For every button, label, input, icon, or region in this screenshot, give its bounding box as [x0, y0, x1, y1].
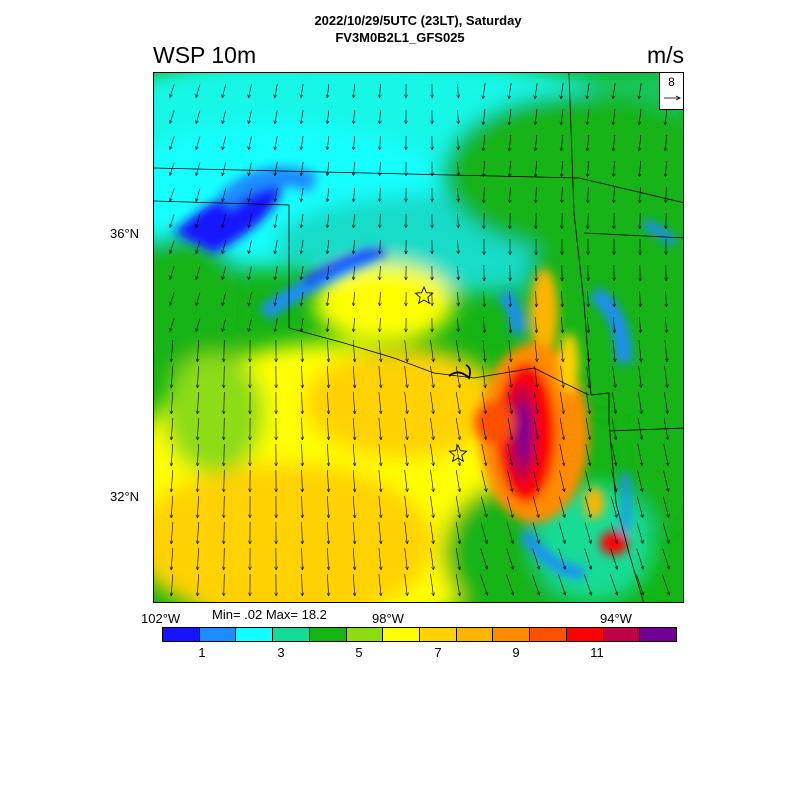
wind-speed-map: [153, 72, 684, 603]
star-outline-icon: [448, 443, 468, 463]
state-borders: [154, 73, 683, 602]
colorbar-segment: [383, 628, 421, 641]
star-outline-icon: [414, 285, 434, 305]
colorbar-segment: [346, 628, 384, 641]
variable-units: m/s: [646, 42, 684, 68]
longitude-label-98w: 98°W: [372, 611, 404, 626]
colorbar-segment: [456, 628, 494, 641]
colorbar-label: 11: [590, 645, 604, 660]
reference-vector-box: 8: [659, 72, 684, 110]
map-title-model: FV3M0B2L1_GFS025: [335, 30, 465, 45]
colorbar-segment: [530, 628, 567, 641]
wind-speed-field: [154, 73, 683, 602]
longitude-label-94w: 94°W: [600, 611, 632, 626]
colorbar-segment: [603, 628, 641, 641]
latitude-label-32n: 32°N: [110, 489, 140, 504]
colorbar-segment: [163, 628, 200, 641]
colorbar-segment: [493, 628, 531, 641]
colorbar-segment: [236, 628, 274, 641]
colorbar-segment: [273, 628, 310, 641]
arrow-right-icon: [664, 95, 681, 101]
rivers: [448, 364, 471, 380]
colorbar: [162, 627, 677, 642]
wind-vectors: [169, 83, 671, 597]
colorbar-label: 9: [512, 645, 520, 660]
colorbar-label: 3: [277, 645, 285, 660]
colorbar-label: 7: [434, 645, 442, 660]
variable-name: WSP 10m: [153, 42, 257, 68]
colorbar-segment: [199, 628, 237, 641]
map-title-date: 2022/10/29/5UTC (23LT), Saturday: [314, 13, 522, 28]
city-markers: [414, 285, 468, 463]
field-min-max: Min= .02 Max= 18.2: [212, 607, 327, 622]
colorbar-label: 1: [198, 645, 206, 660]
reference-vector-value: 8: [668, 75, 675, 89]
colorbar-segment: [566, 628, 604, 641]
colorbar-segment: [309, 628, 347, 641]
longitude-label-102w: 102°W: [141, 611, 181, 626]
colorbar-segment: [420, 628, 457, 641]
latitude-label-36n: 36°N: [110, 226, 140, 241]
colorbar-label: 5: [355, 645, 363, 660]
colorbar-segment: [640, 628, 677, 641]
